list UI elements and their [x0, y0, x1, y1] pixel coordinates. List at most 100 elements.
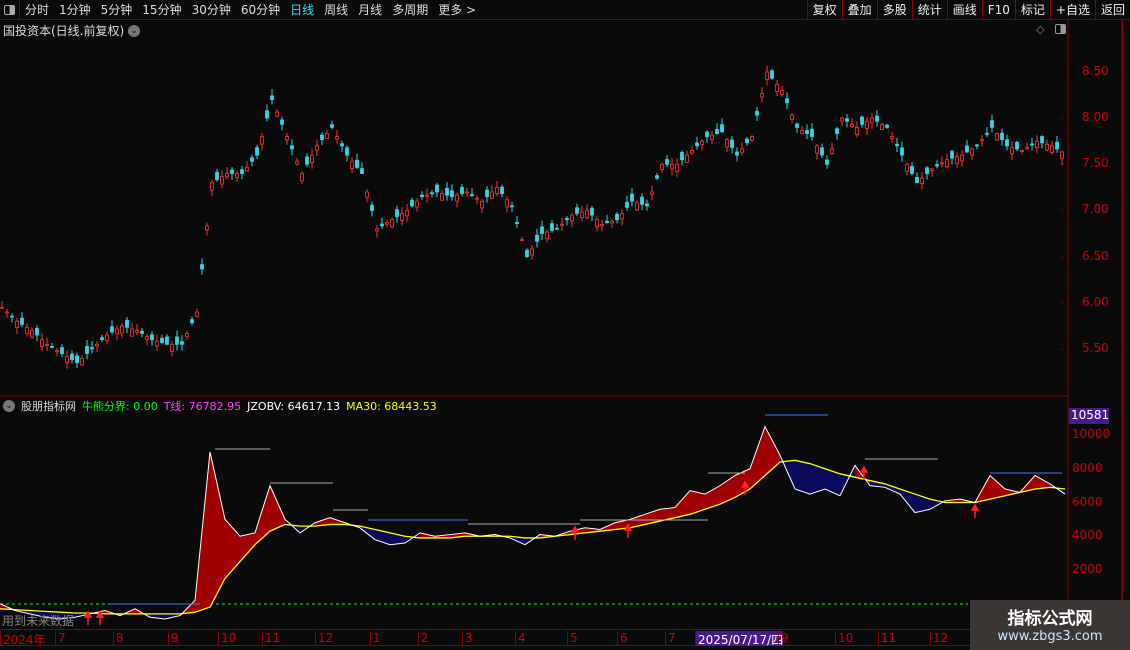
- toolbar-action-button[interactable]: +自选: [1049, 0, 1095, 20]
- toolbar: 分时 1分钟 5分钟 15分钟 30分钟 60分钟 日线 周线 月线 多周期 更多 > 复权 叠加 多股…: [0, 0, 1130, 20]
- time-label: 12: [930, 631, 948, 646]
- candle: [935, 164, 939, 167]
- period-tab[interactable]: 5分钟: [100, 3, 133, 17]
- period-tab[interactable]: 月线: [358, 3, 383, 17]
- candle: [455, 194, 459, 202]
- candle: [265, 110, 269, 119]
- period-tab[interactable]: 多周期: [392, 3, 429, 17]
- period-tab[interactable]: 日线: [290, 3, 315, 17]
- candle: [420, 194, 424, 198]
- candle: [955, 156, 959, 164]
- toolbar-action-button[interactable]: 叠加: [841, 0, 877, 20]
- period-tab[interactable]: 分时: [25, 3, 50, 17]
- candle: [30, 330, 34, 338]
- candle: [305, 156, 309, 165]
- candle: [20, 317, 24, 325]
- candle: [235, 173, 239, 178]
- obv-area: [45, 611, 60, 619]
- candle: [565, 218, 569, 221]
- candle: [485, 189, 489, 198]
- candle: [1020, 150, 1024, 152]
- candle: [385, 222, 389, 225]
- period-tab[interactable]: 周线: [324, 3, 349, 17]
- panel-layout-icon[interactable]: [1055, 24, 1066, 34]
- candle: [135, 330, 139, 333]
- indicator-name[interactable]: 股朋指标网: [21, 400, 76, 413]
- indicator-tick: 8000: [1072, 460, 1103, 475]
- obv-area: [705, 485, 720, 510]
- candle: [1035, 140, 1039, 149]
- candle: [575, 207, 579, 214]
- candle: [620, 213, 624, 220]
- period-tab[interactable]: 60分钟: [240, 3, 281, 17]
- candle: [40, 339, 44, 347]
- right-side-strip: [1122, 20, 1130, 600]
- signal-arrow-icon: [740, 480, 750, 495]
- candle: [65, 356, 69, 363]
- price-tick: 8.00: [1082, 110, 1109, 125]
- candle: [635, 202, 639, 211]
- candle: [880, 123, 884, 130]
- candle: [540, 226, 544, 234]
- candle: [330, 124, 334, 128]
- obv-area: [240, 532, 255, 562]
- candle: [670, 163, 674, 170]
- candle: [915, 177, 919, 184]
- obv-area: [735, 468, 750, 498]
- candle: [675, 163, 679, 172]
- signal-arrow-icon: [859, 465, 869, 480]
- toolbar-action-button[interactable]: 画线: [946, 0, 982, 20]
- candle: [860, 116, 864, 125]
- candle: [140, 330, 144, 334]
- candle: [570, 214, 574, 222]
- candle: [240, 169, 244, 174]
- candle: [700, 140, 704, 145]
- time-label: 2: [418, 631, 429, 646]
- candle: [830, 148, 834, 154]
- toolbar-action-button[interactable]: 统计: [911, 0, 947, 20]
- candle: [1030, 143, 1034, 146]
- candle: [995, 133, 999, 141]
- time-axis: 2024年 7 8 9 10 11 12 1 2 3 4 5 6 7 2025/07/17/四 9 10 11 12: [0, 629, 970, 647]
- toolbar-action-button[interactable]: F10: [981, 0, 1015, 20]
- candle: [290, 145, 294, 150]
- candle: [725, 139, 729, 148]
- diamond-icon[interactable]: ◇: [1036, 23, 1045, 36]
- candle: [45, 343, 49, 346]
- toolbar-action-button[interactable]: 标记: [1014, 0, 1050, 20]
- candle: [645, 203, 649, 207]
- toolbar-action-button[interactable]: 返回: [1094, 0, 1130, 20]
- candle: [460, 186, 464, 194]
- period-tab[interactable]: 30分钟: [191, 3, 231, 17]
- candle: [170, 343, 174, 352]
- time-label: 2025/07/17/四: [695, 631, 784, 647]
- chevron-down-icon[interactable]: ⌄: [128, 24, 141, 37]
- candle: [300, 173, 304, 182]
- candle: [885, 124, 889, 128]
- obv-area: [270, 485, 285, 532]
- period-tab[interactable]: 更多 >: [438, 3, 477, 17]
- price-tick: 7.00: [1082, 202, 1109, 217]
- panel-toggle-icon[interactable]: [0, 0, 20, 20]
- obv-area: [750, 426, 765, 489]
- toolbar-action-button[interactable]: 复权: [806, 0, 842, 20]
- watermark: 指标公式网 www.zbgs3.com: [970, 600, 1130, 650]
- candle: [855, 126, 859, 136]
- candle: [870, 117, 874, 124]
- candle: [480, 200, 484, 209]
- period-tab[interactable]: 15分钟: [142, 3, 182, 17]
- toolbar-action-button[interactable]: 多股: [876, 0, 912, 20]
- candle: [695, 142, 699, 147]
- candle: [530, 248, 534, 256]
- candle: [520, 239, 524, 242]
- candle: [1025, 146, 1029, 149]
- candle: [310, 154, 314, 163]
- candle: [545, 231, 549, 240]
- bull-bear-value: 牛熊分界: 0.00: [82, 400, 158, 413]
- candle: [715, 129, 719, 134]
- chevron-down-icon[interactable]: ⌄: [3, 400, 15, 412]
- candle: [165, 336, 169, 345]
- period-tab[interactable]: 1分钟: [59, 3, 91, 17]
- candle: [685, 154, 689, 163]
